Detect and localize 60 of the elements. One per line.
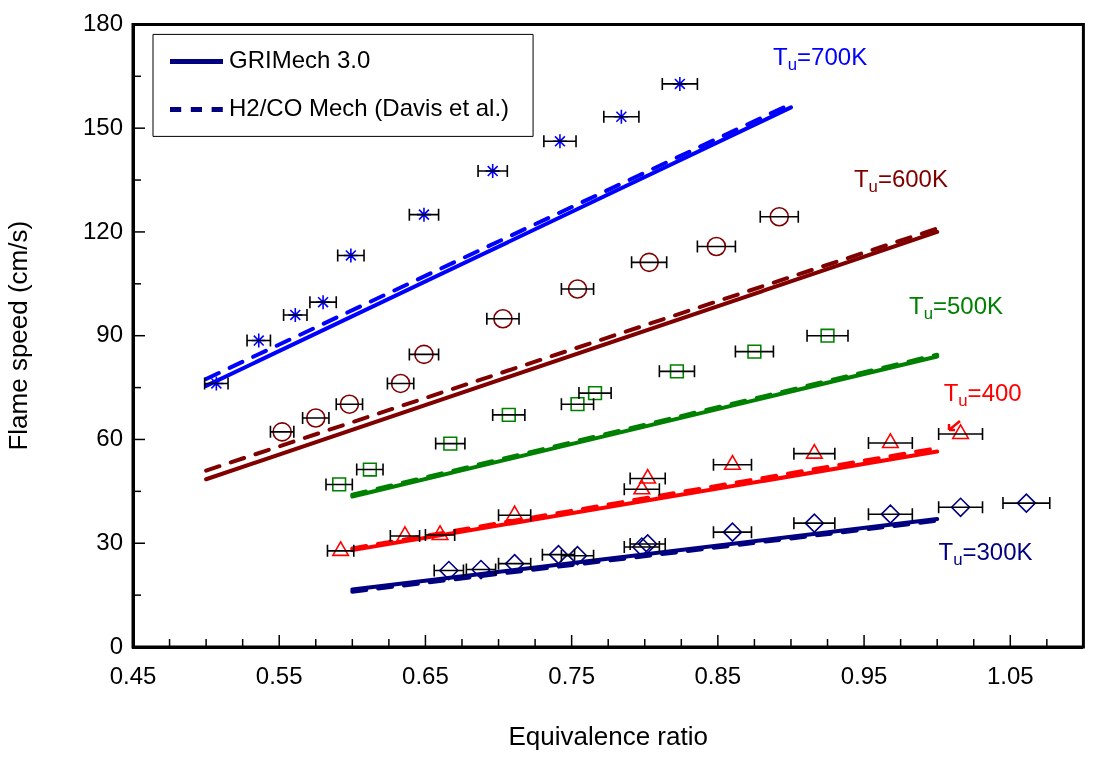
- point: [950, 497, 971, 518]
- x-tick-label: 0.55: [255, 662, 303, 690]
- point: [880, 504, 901, 524]
- y-tick-label: 60: [96, 424, 123, 452]
- point: [416, 206, 432, 223]
- y-tick-label: 150: [82, 112, 123, 140]
- y-tick-label: 120: [82, 216, 123, 244]
- y-tick-label: 180: [82, 9, 123, 37]
- point: [639, 252, 659, 273]
- point: [722, 522, 743, 542]
- point: [548, 544, 569, 565]
- y-axis-title: Flame speed (cm/s): [2, 220, 33, 451]
- point: [443, 436, 458, 451]
- point: [613, 108, 630, 125]
- point: [390, 373, 411, 394]
- y-tick-label: 90: [96, 320, 123, 348]
- point: [672, 76, 688, 92]
- x-tick-label: 0.75: [548, 662, 596, 690]
- point: [669, 364, 685, 379]
- x-tick-label: 0.85: [694, 662, 742, 690]
- point: [332, 541, 350, 557]
- point: [315, 294, 331, 310]
- point: [484, 163, 501, 179]
- point: [567, 279, 588, 299]
- point: [567, 545, 588, 566]
- point: [769, 206, 790, 227]
- point: [570, 397, 585, 412]
- point: [1016, 493, 1037, 513]
- legend-label: H2/CO Mech (Davis et al.): [229, 94, 510, 122]
- point: [501, 407, 516, 423]
- point: [493, 308, 513, 329]
- point: [362, 462, 378, 477]
- point: [343, 247, 359, 264]
- point: [951, 424, 970, 440]
- y-tick-label: 0: [109, 631, 123, 659]
- point: [723, 454, 742, 471]
- point: [208, 375, 225, 392]
- point: [706, 236, 727, 257]
- point: [305, 408, 326, 428]
- x-tick-label: 0.95: [840, 662, 888, 690]
- x-tick-label: 1.05: [986, 662, 1034, 690]
- point: [804, 513, 825, 533]
- point: [881, 433, 899, 449]
- x-axis-title: Equivalence ratio: [508, 720, 708, 751]
- point: [332, 477, 347, 492]
- point: [820, 328, 835, 343]
- legend-label: GRIMech 3.0: [229, 46, 371, 74]
- point: [552, 133, 568, 150]
- point: [633, 479, 651, 495]
- point: [587, 385, 603, 401]
- point: [431, 525, 449, 541]
- x-tick-label: 0.45: [109, 662, 157, 690]
- point: [506, 505, 524, 521]
- point: [637, 534, 658, 554]
- point: [287, 307, 304, 323]
- point: [747, 344, 762, 359]
- x-tick-label: 0.65: [402, 662, 449, 690]
- point: [414, 344, 434, 365]
- y-tick-label: 30: [96, 527, 123, 555]
- point: [471, 559, 491, 580]
